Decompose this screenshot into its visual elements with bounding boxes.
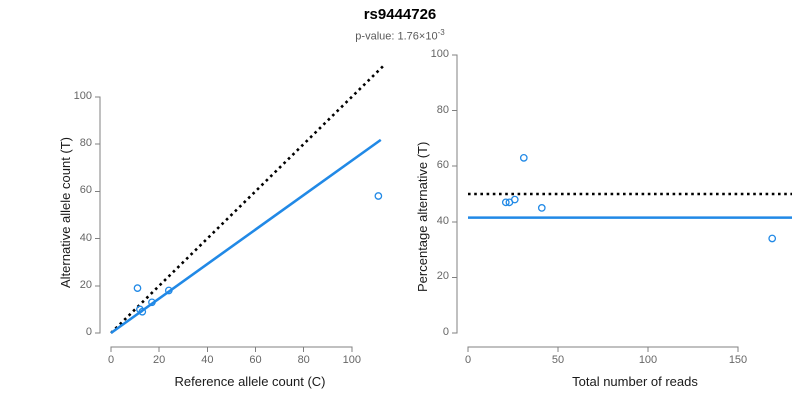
right-data-point-0: [501, 198, 510, 207]
right-x-axis: [467, 346, 739, 352]
left-x-tick-20: 20: [153, 354, 166, 366]
left-data-point-5: [374, 192, 383, 200]
right-x-axis-title: Total number of reads: [572, 374, 698, 389]
left-y-tick-100: 100: [73, 89, 92, 102]
left-x-tick-80: 80: [297, 354, 310, 366]
right-x-tick-50: 50: [551, 354, 565, 366]
left-data-point-0: [133, 284, 142, 292]
left-y-tick-20: 20: [79, 278, 92, 291]
left-y-axis-title: Alternative allele count (T): [58, 136, 73, 288]
left-y-tick-80: 80: [79, 137, 92, 150]
left-x-tick-40: 40: [201, 354, 214, 366]
left-y-tick-40: 40: [79, 231, 92, 244]
right-x-tick-100: 100: [638, 354, 658, 366]
left-data-point-3: [148, 298, 156, 307]
left-y-tick-60: 60: [79, 184, 92, 197]
right-data-point-2: [510, 195, 519, 204]
left-y-tick-0: 0: [85, 326, 92, 338]
figure-subtitle: p-value: 1.76×10-3: [0, 28, 800, 43]
left-x-tick-60: 60: [249, 354, 262, 366]
left-x-tick-100: 100: [342, 354, 362, 366]
right-y-axis: [452, 54, 458, 334]
right-y-tick-80: 80: [436, 103, 449, 116]
left-identity-line: [110, 65, 385, 334]
left-fit-line: [110, 138, 382, 335]
left-x-axis-title: Reference allele count (C): [174, 374, 326, 389]
right-data-point-3: [519, 154, 528, 162]
right-data-point-5: [768, 234, 777, 243]
right-x-tick-0: 0: [464, 354, 472, 366]
right-y-tick-0: 0: [442, 326, 449, 338]
right-y-tick-40: 40: [436, 214, 449, 227]
left-x-tick-0: 0: [107, 354, 115, 366]
right-y-tick-100: 100: [430, 48, 449, 60]
left-data-point-1: [136, 305, 144, 314]
right-y-tick-20: 20: [436, 270, 449, 283]
p-value-exponent: -3: [437, 28, 445, 37]
right-x-tick-150: 150: [728, 354, 748, 366]
left-x-axis: [110, 346, 353, 352]
left-data-point-4: [164, 286, 173, 295]
left-data-point-2: [138, 307, 147, 316]
right-data-point-4: [537, 204, 546, 212]
figure-title: rs9444726: [363, 6, 437, 23]
left-y-axis: [95, 96, 101, 334]
p-value-text: p-value: 1.76×10: [355, 30, 438, 43]
right-y-tick-60: 60: [436, 159, 449, 172]
